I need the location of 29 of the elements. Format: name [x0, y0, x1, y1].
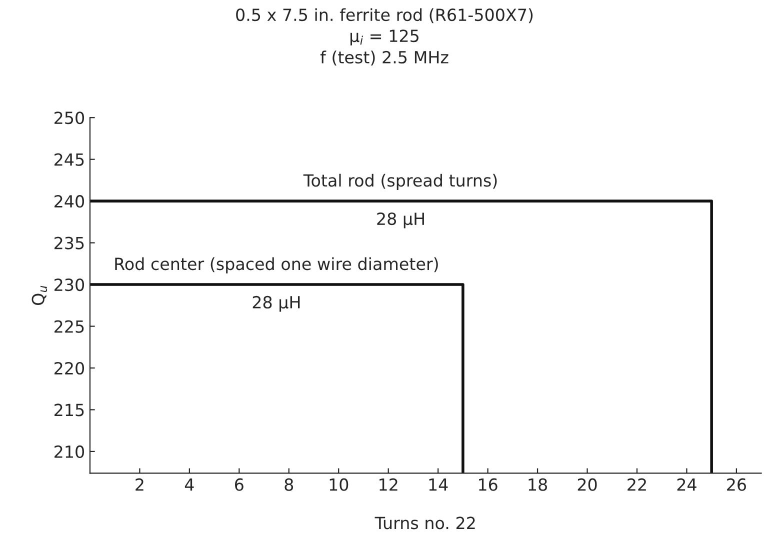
- y-tick-label: 250: [54, 112, 84, 124]
- x-tick-label: 20: [578, 478, 597, 491]
- x-tick-label: 12: [380, 478, 398, 491]
- y-tick-label: 230: [54, 278, 84, 292]
- x-tick-label: 16: [479, 478, 498, 491]
- y-tick-label: 220: [54, 362, 84, 375]
- y-tick-label: 210: [54, 445, 84, 458]
- y-tick-label: 215: [54, 404, 84, 416]
- annotation: 28 μH: [252, 296, 300, 312]
- chart-title: 0.5 x 7.5 in. ferrite rod (R61-500X7) μ$_{i}$ = 125 f (test) 2.5 MHz: [236, 8, 533, 66]
- y-tick-label: 240: [54, 195, 84, 208]
- y-tick-label: 225: [54, 320, 84, 333]
- y-tick-label: 235: [54, 236, 84, 250]
- annotation: Total rod (spread turns): [303, 174, 497, 190]
- annotation: 28 μH: [377, 212, 424, 228]
- x-tick-label: 6: [235, 478, 244, 491]
- x-tick-label: 8: [284, 478, 294, 491]
- x-axis-title: Turns no. 22: [374, 516, 475, 530]
- x-tick-label: 10: [330, 478, 348, 491]
- y-axis-title: Q$_{u}$: [32, 286, 48, 306]
- annotation: Rod center (spaced one wire diameter): [115, 257, 438, 274]
- x-tick-label: 4: [184, 478, 194, 491]
- y-tick-label: 245: [54, 153, 84, 166]
- x-tick-label: 18: [528, 478, 547, 491]
- x-tick-label: 22: [628, 478, 646, 491]
- x-tick-label: 26: [727, 478, 746, 491]
- x-tick-label: 14: [429, 478, 448, 491]
- x-tick-label: 2: [136, 478, 144, 491]
- x-tick-label: 24: [677, 478, 696, 491]
